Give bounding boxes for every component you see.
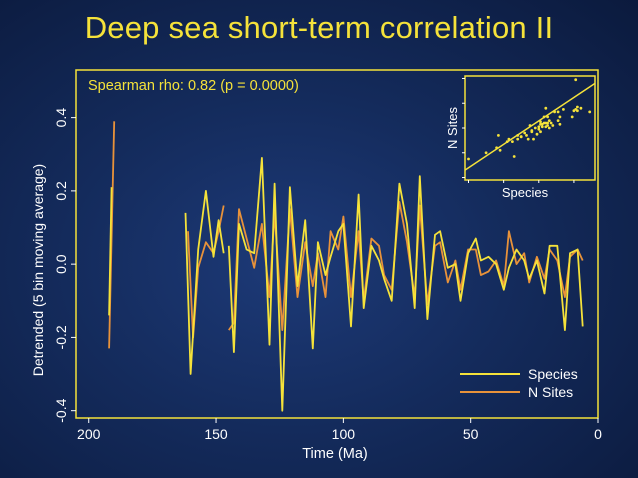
inset-point xyxy=(497,134,500,137)
slide-title: Deep sea short-term correlation II xyxy=(84,10,554,45)
inset-point xyxy=(533,126,537,130)
inset-point xyxy=(526,137,530,141)
x-tick-label: 0 xyxy=(594,426,602,442)
legend-label-species: Species xyxy=(528,366,578,382)
inset-point xyxy=(547,126,551,130)
inset-point xyxy=(546,121,549,125)
x-axis-label: Time (Ma) xyxy=(302,446,368,462)
inset-point xyxy=(512,155,516,158)
y-tick-label: -0.4 xyxy=(53,398,69,422)
series-line-species xyxy=(108,187,113,316)
y-axis-ticks: -0.4 -0.2 0.0 0.2 0.4 xyxy=(53,108,76,423)
inset-point xyxy=(530,130,534,134)
y-tick-label: 0.4 xyxy=(53,108,69,128)
inset-point xyxy=(537,127,541,131)
inset-point xyxy=(549,121,553,125)
inset-point xyxy=(540,125,544,129)
inset-point xyxy=(544,106,548,110)
x-tick-label: 50 xyxy=(463,426,479,442)
y-tick-label: 0.2 xyxy=(53,181,69,201)
inset-point xyxy=(562,108,565,111)
inset-frame xyxy=(464,75,596,181)
inset-scatter: Species N Sites xyxy=(445,75,596,200)
inset-point xyxy=(556,110,560,114)
inset-point xyxy=(551,124,555,127)
inset-point xyxy=(498,148,502,152)
inset-point xyxy=(576,105,579,109)
correlation-annotation: Spearman rho: 0.82 (p = 0.0000) xyxy=(88,78,299,94)
inset-point xyxy=(467,157,470,161)
inset-points xyxy=(467,78,592,161)
y-tick-label: 0.0 xyxy=(53,254,69,274)
inset-point xyxy=(523,131,527,135)
series-layer xyxy=(108,121,584,412)
inset-point xyxy=(525,134,528,137)
inset-point xyxy=(537,125,541,129)
inset-point xyxy=(519,135,523,139)
inset-point xyxy=(558,115,562,119)
inset-point xyxy=(558,122,562,126)
legend: Species N Sites xyxy=(460,366,578,400)
x-tick-label: 100 xyxy=(332,426,356,442)
legend-label-n-sites: N Sites xyxy=(528,384,573,400)
x-axis-ticks: 200 150 100 50 0 xyxy=(77,418,602,442)
inset-point xyxy=(532,137,535,141)
inset-point xyxy=(539,130,542,134)
inset-point xyxy=(588,110,592,114)
inset-point xyxy=(546,124,549,127)
inset-point xyxy=(535,132,539,136)
inset-fit-line xyxy=(464,82,596,171)
inset-x-label: Species xyxy=(502,185,549,200)
inset-ticks xyxy=(462,77,575,183)
inset-y-label: N Sites xyxy=(445,107,460,149)
x-tick-label: 200 xyxy=(77,426,101,442)
inset-point xyxy=(576,109,579,113)
y-axis-label: Detrended (5 bin moving average) xyxy=(30,164,46,376)
inset-point xyxy=(579,106,583,110)
y-tick-label: -0.2 xyxy=(53,325,69,349)
inset-point xyxy=(547,119,551,122)
inset-point xyxy=(570,115,574,119)
inset-point xyxy=(511,140,514,144)
plot-frame xyxy=(75,69,599,419)
inset-point xyxy=(556,119,560,122)
series-line-species xyxy=(184,189,225,375)
inset-point xyxy=(574,78,578,82)
inset-point xyxy=(484,151,488,155)
inset-point xyxy=(516,137,520,141)
x-tick-label: 150 xyxy=(204,426,228,442)
series-line-species xyxy=(227,156,584,412)
